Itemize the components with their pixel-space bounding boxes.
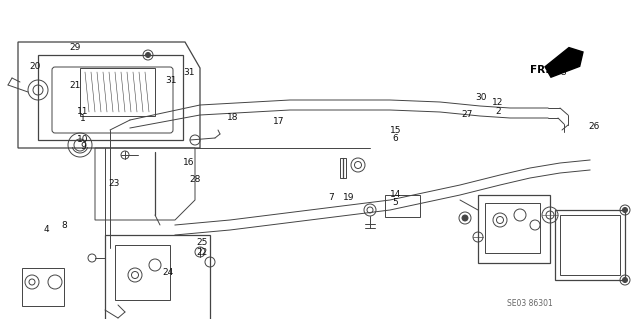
Bar <box>22 268 64 306</box>
Bar <box>340 158 346 178</box>
Bar <box>560 215 620 275</box>
Text: 27: 27 <box>461 110 473 119</box>
Text: 2: 2 <box>495 107 500 115</box>
Text: 4: 4 <box>44 225 49 234</box>
Bar <box>385 195 420 217</box>
Bar <box>478 195 550 263</box>
Text: 13: 13 <box>557 59 569 68</box>
Text: 26: 26 <box>588 122 600 130</box>
Text: 6: 6 <box>393 134 398 143</box>
Text: 15: 15 <box>390 126 401 135</box>
Circle shape <box>623 207 627 212</box>
Text: 29: 29 <box>70 43 81 52</box>
Text: 14: 14 <box>390 190 401 199</box>
Bar <box>115 245 170 300</box>
Text: 25: 25 <box>196 238 207 247</box>
Text: 1: 1 <box>81 114 86 122</box>
Text: 9: 9 <box>81 142 86 151</box>
Text: FR.: FR. <box>530 65 549 75</box>
Text: 10: 10 <box>77 135 89 144</box>
Text: 22: 22 <box>196 248 207 256</box>
Text: 23: 23 <box>108 179 120 188</box>
Text: 16: 16 <box>183 158 195 167</box>
Text: 17: 17 <box>273 117 284 126</box>
Bar <box>80 68 155 116</box>
Text: 21: 21 <box>70 81 81 90</box>
Bar <box>105 235 210 319</box>
Text: 19: 19 <box>343 193 355 202</box>
Text: 7: 7 <box>329 193 334 202</box>
Bar <box>485 203 540 253</box>
Circle shape <box>145 53 150 57</box>
Text: 18: 18 <box>227 113 238 122</box>
Text: 8: 8 <box>61 221 67 230</box>
Text: 5: 5 <box>393 198 398 207</box>
Bar <box>555 210 625 280</box>
Text: 31: 31 <box>183 68 195 77</box>
Text: 12: 12 <box>492 98 504 107</box>
Polygon shape <box>545 48 583 77</box>
Text: 24: 24 <box>162 268 173 277</box>
Bar <box>38 55 183 140</box>
Text: 30: 30 <box>476 93 487 102</box>
Text: 3: 3 <box>561 68 566 77</box>
Text: 31: 31 <box>166 76 177 85</box>
Text: 11: 11 <box>77 107 89 115</box>
Text: 28: 28 <box>189 175 201 184</box>
Circle shape <box>462 215 468 221</box>
Circle shape <box>623 278 627 283</box>
Text: SE03 86301: SE03 86301 <box>507 299 553 308</box>
Text: 20: 20 <box>29 63 41 71</box>
